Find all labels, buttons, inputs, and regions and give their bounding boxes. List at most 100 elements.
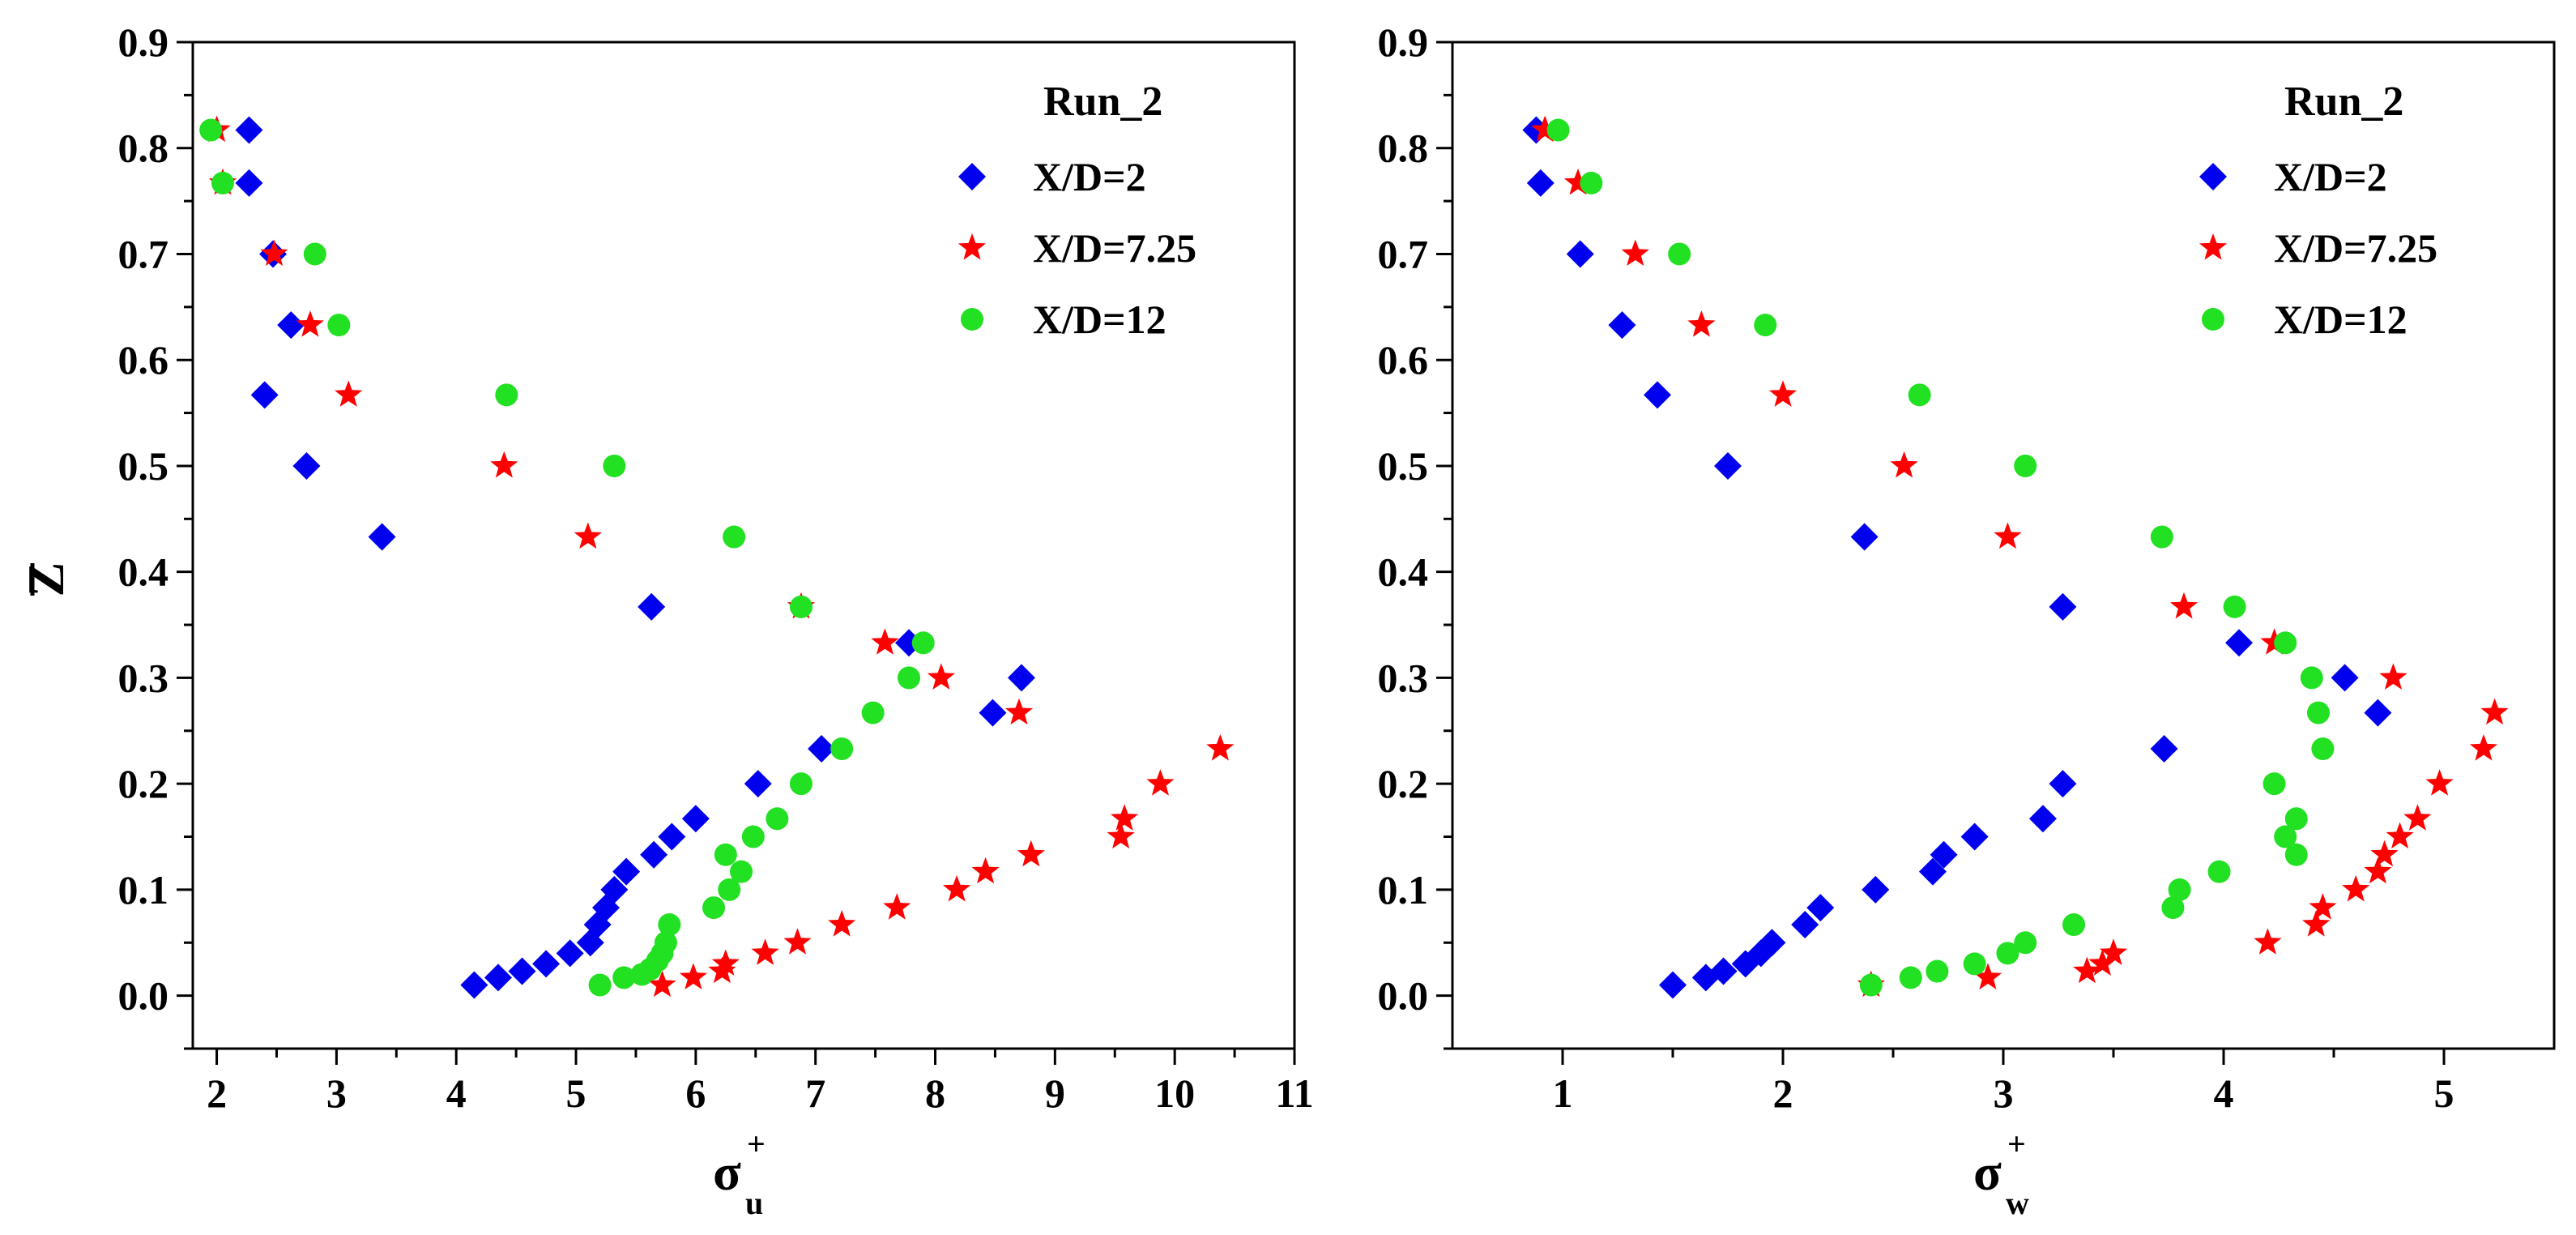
x-tick-label: 10 bbox=[1154, 1070, 1195, 1116]
legend-label: X/D=12 bbox=[2274, 297, 2408, 342]
data-point-diamond bbox=[808, 735, 836, 763]
x-axis-label: σ + u bbox=[713, 1126, 766, 1221]
data-point-circle bbox=[2161, 896, 2185, 920]
data-point-diamond bbox=[1608, 311, 1636, 340]
data-point-star bbox=[2169, 592, 2199, 619]
data-point-diamond bbox=[235, 169, 263, 197]
y-tick-label: 0.3 bbox=[1378, 655, 1429, 700]
data-point-star bbox=[783, 928, 812, 955]
data-point-circle bbox=[766, 807, 789, 831]
data-point-circle bbox=[730, 860, 753, 883]
data-point-circle bbox=[2274, 825, 2297, 848]
data-point-star bbox=[648, 970, 676, 998]
data-point-diamond bbox=[1526, 169, 1555, 197]
data-point-circle bbox=[2306, 701, 2330, 724]
x-tick-label: 5 bbox=[2434, 1070, 2454, 1116]
data-point-star bbox=[1004, 698, 1034, 725]
data-point-star bbox=[711, 949, 740, 976]
data-point-star bbox=[2386, 822, 2414, 849]
data-point-star bbox=[1563, 168, 1593, 195]
data-point-diamond bbox=[235, 116, 263, 144]
right-chart: 1 2 3 4 5 0.0 0.1 0.2 0.3 0.4 0.5 0.6 0.7 0.8 0.9 σ + … bbox=[1378, 19, 2556, 1221]
data-point-circle bbox=[723, 525, 746, 549]
data-point-star bbox=[2403, 804, 2432, 831]
left-chart: 2 3 4 5 6 7 8 9 10 11 0.0 0.1 0.2 0.3 0.4 0.5 0.6 0.7 0.8 0… bbox=[17, 19, 1314, 1221]
data-point-star bbox=[708, 956, 736, 984]
data-point-circle bbox=[2300, 666, 2323, 690]
data-point-circle bbox=[630, 963, 654, 986]
y-tick-label: 0.1 bbox=[118, 867, 169, 912]
data-point-star bbox=[2073, 956, 2101, 984]
y-tick-label: 0.2 bbox=[1378, 761, 1429, 806]
data-point-star bbox=[2370, 840, 2399, 867]
data-point-circle bbox=[588, 973, 612, 997]
legend-marker-circle bbox=[2202, 308, 2224, 331]
data-point-circle bbox=[2014, 931, 2037, 955]
data-point-circle bbox=[1580, 171, 1603, 194]
data-point-circle bbox=[1546, 118, 1570, 142]
x-axis-label-superscript: + bbox=[2007, 1126, 2026, 1162]
data-point-star bbox=[1994, 522, 2022, 549]
y-tick-label: 0.7 bbox=[118, 231, 169, 276]
y-tick-label: 0.7 bbox=[1378, 231, 1429, 276]
data-point-diamond bbox=[681, 805, 710, 833]
data-points bbox=[199, 115, 1235, 999]
data-point-star bbox=[679, 963, 707, 989]
legend-items: X/D=2 X/D=7.25 X/D=12 bbox=[2199, 154, 2437, 342]
legend-marker-star bbox=[957, 233, 987, 260]
data-point-diamond bbox=[576, 929, 604, 957]
data-point-circle bbox=[658, 913, 681, 937]
x-axis-label-symbol: σ bbox=[1973, 1143, 2002, 1201]
x-axis-label-subscript: w bbox=[2006, 1185, 2029, 1221]
data-point-diamond bbox=[556, 939, 584, 968]
legend-label: X/D=7.25 bbox=[2274, 225, 2437, 271]
data-point-diamond bbox=[2150, 735, 2178, 763]
data-point-diamond bbox=[1862, 875, 1890, 904]
data-point-circle bbox=[199, 118, 223, 142]
data-point-star bbox=[2364, 857, 2392, 884]
legend-label: X/D=12 bbox=[1033, 297, 1166, 342]
data-point-circle bbox=[211, 171, 234, 194]
legend: Run_2 X/D=2 X/D=7.25 X/D=12 bbox=[957, 79, 1196, 342]
data-point-star bbox=[1768, 380, 1798, 407]
data-point-star bbox=[943, 874, 971, 902]
y-axis-label: Z bbox=[17, 562, 75, 597]
data-point-diamond bbox=[508, 957, 536, 985]
data-point-star bbox=[1890, 451, 1918, 478]
legend-title: Run_2 bbox=[2284, 79, 2403, 125]
data-point-star bbox=[1146, 769, 1175, 796]
legend-label: X/D=7.25 bbox=[1033, 225, 1196, 271]
x-tick-label: 8 bbox=[925, 1070, 945, 1116]
data-point-star bbox=[490, 451, 518, 478]
legend: Run_2 X/D=2 X/D=7.25 X/D=12 bbox=[2199, 79, 2437, 342]
data-point-diamond bbox=[368, 523, 396, 551]
legend-marker-star bbox=[2199, 233, 2228, 260]
data-point-star bbox=[2254, 928, 2282, 955]
data-point-circle bbox=[789, 595, 812, 618]
data-point-diamond bbox=[1791, 911, 1819, 939]
x-axis-label: σ + w bbox=[1973, 1126, 2029, 1221]
y-axis-label-text: Z bbox=[17, 562, 75, 597]
data-point-diamond bbox=[460, 971, 488, 999]
data-point-star bbox=[2342, 874, 2370, 902]
data-point-circle bbox=[2284, 807, 2308, 831]
data-point-diamond bbox=[744, 770, 772, 798]
data-point-star bbox=[2099, 938, 2128, 965]
data-point-circle bbox=[1859, 973, 1883, 997]
legend-label: X/D=2 bbox=[1033, 154, 1146, 199]
data-point-circle bbox=[603, 454, 626, 477]
data-point-circle bbox=[327, 314, 351, 337]
x-tick-label: 9 bbox=[1045, 1070, 1065, 1116]
data-point-diamond bbox=[2028, 805, 2057, 833]
legend-marker-circle bbox=[961, 308, 983, 331]
data-point-star bbox=[1621, 239, 1649, 266]
data-point-diamond bbox=[1731, 950, 1759, 978]
data-point-diamond bbox=[2049, 770, 2077, 798]
data-point-circle bbox=[1926, 959, 1949, 983]
data-point-star bbox=[871, 628, 899, 655]
data-point-diamond bbox=[2331, 664, 2359, 692]
data-point-circle bbox=[898, 666, 920, 690]
tick-labels: 1 2 3 4 5 0.0 0.1 0.2 0.3 0.4 0.5 0.6 0.7 0.8 0.9 bbox=[1378, 19, 2454, 1116]
data-point-diamond bbox=[292, 451, 321, 480]
x-tick-label: 1 bbox=[1553, 1070, 1573, 1116]
